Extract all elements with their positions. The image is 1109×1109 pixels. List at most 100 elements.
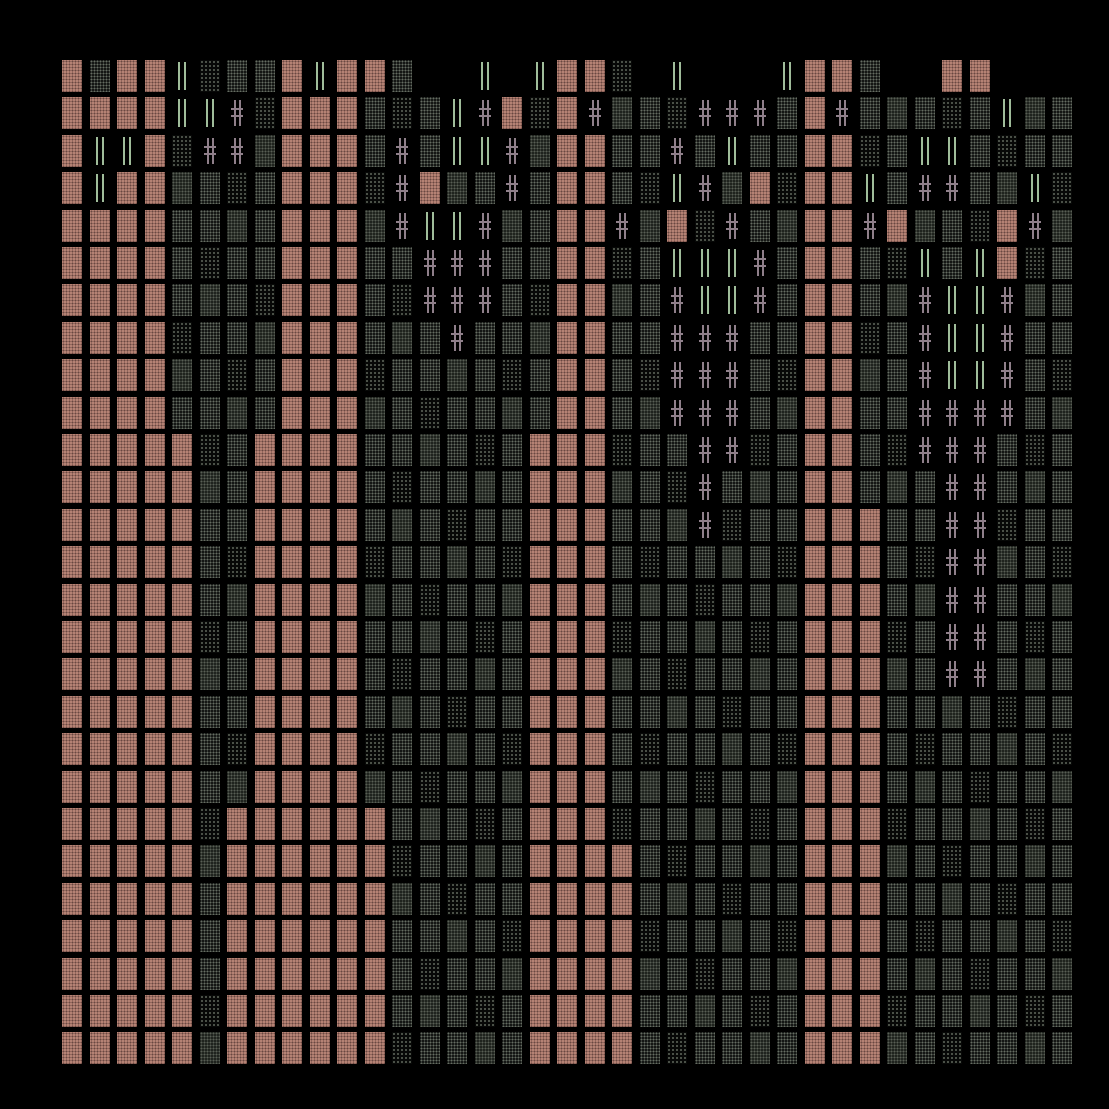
art-cell: [557, 97, 577, 130]
art-cell: [447, 995, 467, 1027]
art-cell: [859, 995, 880, 1027]
art-cell: [722, 97, 742, 129]
art-cell: [227, 808, 247, 840]
art-cell: [942, 546, 962, 578]
art-cell: [364, 60, 385, 92]
art-cell: [144, 882, 165, 915]
art-cell: [282, 209, 302, 242]
art-cell: [117, 770, 137, 803]
art-cell: [89, 808, 110, 840]
art-cell: [337, 957, 357, 990]
art-cell: [529, 172, 550, 205]
art-cell: [667, 322, 687, 354]
art-cell: [89, 359, 110, 392]
art-cell: [502, 284, 522, 317]
art-cell: [227, 546, 247, 579]
art-cell: [62, 434, 82, 466]
art-cell: [474, 658, 495, 691]
art-cell: [474, 957, 495, 990]
art-cell: [804, 97, 825, 130]
art-cell: [942, 621, 962, 653]
art-cell: [667, 359, 687, 391]
art-cell: [557, 359, 577, 392]
art-cell: [282, 808, 302, 840]
art-cell: [639, 396, 660, 429]
art-cell: [557, 658, 577, 691]
art-cell: [887, 621, 907, 653]
art-cell: [1024, 434, 1045, 466]
art-cell: [859, 60, 880, 92]
art-cell: [722, 658, 742, 691]
art-cell: [859, 658, 880, 691]
art-cell: [914, 583, 935, 616]
art-cell: [144, 845, 165, 878]
art-cell: [859, 920, 880, 953]
art-cell: [502, 882, 522, 915]
art-cell: [254, 658, 275, 691]
art-cell: [254, 808, 275, 840]
art-cell: [722, 995, 742, 1027]
art-cell: [90, 172, 110, 204]
art-cell: [62, 247, 82, 279]
art-cell: [419, 695, 440, 728]
art-cell: [62, 60, 82, 92]
art-cell: [282, 321, 302, 354]
art-cell: [859, 1032, 880, 1065]
art-cell: [172, 995, 192, 1027]
art-cell: [997, 770, 1017, 803]
art-cell: [89, 1032, 110, 1065]
art-cell: [117, 1032, 137, 1065]
art-cell: [997, 658, 1017, 691]
art-cell: [200, 135, 220, 167]
art-cell: [1024, 583, 1045, 616]
art-cell: [117, 359, 137, 392]
art-cell: [1052, 621, 1072, 653]
art-cell: [667, 471, 687, 504]
art-cell: [337, 209, 357, 242]
art-cell: [199, 658, 220, 691]
art-cell: [887, 359, 907, 392]
art-cell: [447, 322, 467, 354]
art-cell: [447, 508, 467, 541]
art-cell: [227, 284, 247, 317]
art-cell: [447, 695, 467, 728]
art-cell: [942, 509, 962, 541]
art-cell: [887, 583, 907, 616]
art-cell: [447, 882, 467, 915]
art-cell: [694, 808, 715, 840]
art-cell: [392, 396, 412, 429]
art-cell: [997, 172, 1017, 205]
art-cell: [584, 957, 605, 990]
art-cell: [612, 733, 632, 766]
art-cell: [832, 508, 852, 541]
art-cell: [62, 920, 82, 953]
art-cell: [777, 396, 797, 429]
art-cell: [227, 471, 247, 504]
art-cell: [172, 695, 192, 728]
art-cell: [639, 583, 660, 616]
art-cell: [639, 1032, 660, 1065]
art-cell: [997, 134, 1017, 167]
art-cell: [832, 882, 852, 915]
art-cell: [392, 1032, 412, 1065]
art-cell: [309, 583, 330, 616]
art-cell: [364, 1032, 385, 1065]
art-cell: [915, 322, 935, 354]
art-cell: [612, 658, 632, 691]
art-cell: [750, 284, 770, 316]
art-cell: [749, 209, 770, 242]
art-cell: [392, 583, 412, 616]
art-cell: [639, 546, 660, 579]
art-cell: [309, 546, 330, 579]
art-cell: [117, 546, 137, 579]
art-cell: [1052, 658, 1072, 691]
art-cell: [942, 957, 962, 990]
art-cell: [584, 508, 605, 541]
art-cell: [227, 695, 247, 728]
art-cell: [584, 172, 605, 205]
art-cell: [695, 97, 715, 129]
art-cell: [419, 172, 440, 205]
art-cell: [887, 733, 907, 766]
art-cell: [337, 882, 357, 915]
art-cell: [117, 508, 137, 541]
